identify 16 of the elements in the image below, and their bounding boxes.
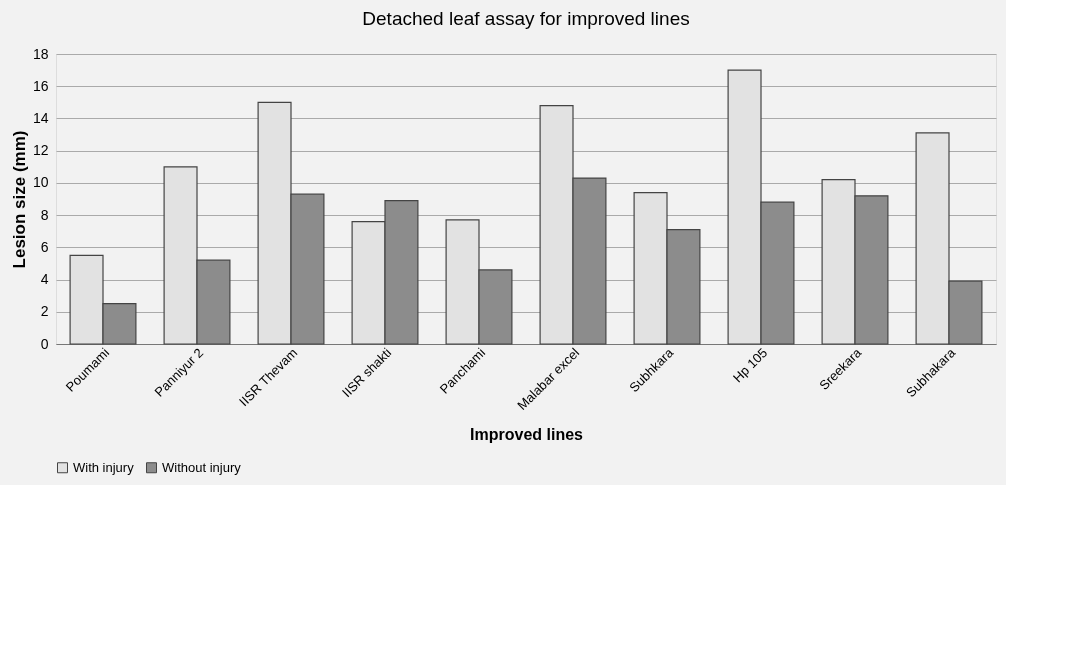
chart-title: Detached leaf assay for improved lines [362,8,690,29]
y-tick-label: 8 [40,206,49,223]
y-tick-label: 4 [40,271,49,288]
y-tick-label: 6 [40,238,49,255]
x-tick-label: Hp 105 [729,345,771,386]
legend-label: With injury [73,459,135,475]
y-tick-label: 18 [32,45,49,62]
y-tick-label: 12 [32,142,49,159]
y-tick-label: 2 [40,303,49,320]
y-tick-label: 10 [32,174,49,191]
legend-label: Without injury [162,459,242,475]
y-axis-title: Lesion size (mm) [9,130,29,269]
y-tick-label: 0 [40,335,49,352]
x-axis-title: Improved lines [470,425,584,443]
y-tick-label: 14 [32,109,49,126]
y-tick-label: 16 [32,77,49,94]
